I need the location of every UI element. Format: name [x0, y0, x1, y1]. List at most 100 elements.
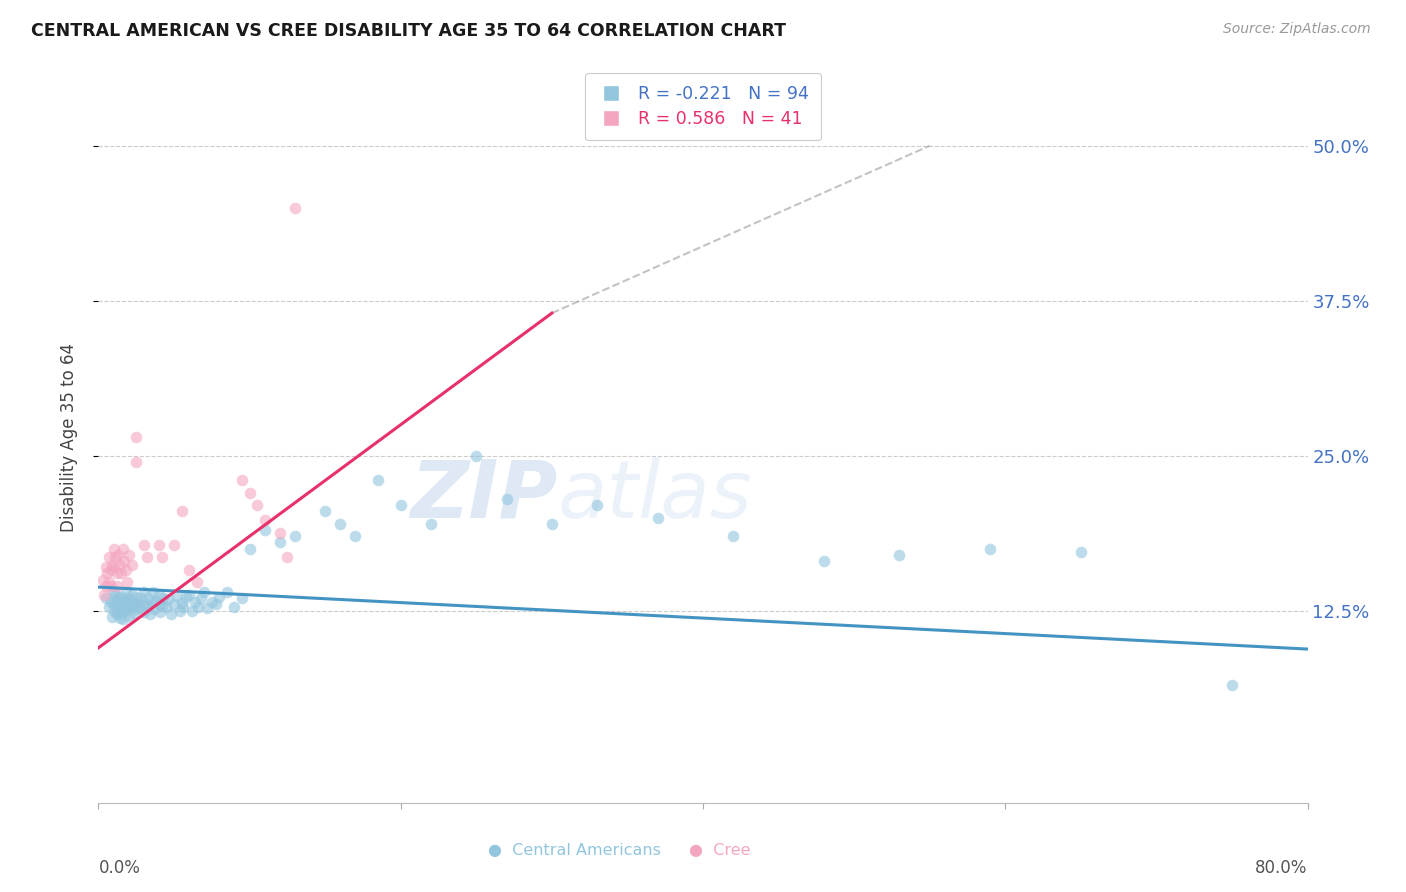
Point: [141, 595, 163, 609]
Point: [276, 550, 298, 565]
Point: [108, 598, 131, 612]
Point: [114, 585, 136, 599]
Point: [105, 566, 128, 581]
Point: [172, 599, 194, 614]
Text: atlas: atlas: [558, 457, 752, 534]
Point: [160, 607, 183, 622]
Point: [284, 201, 307, 215]
Point: [121, 588, 143, 602]
Point: [129, 591, 152, 606]
Point: [135, 599, 157, 614]
Point: [184, 595, 207, 609]
Point: [115, 591, 138, 606]
Point: [174, 590, 197, 604]
Point: [186, 575, 208, 590]
Point: [103, 585, 125, 599]
Point: [96, 566, 118, 581]
Point: [105, 593, 128, 607]
Point: [115, 575, 138, 590]
Point: [94, 560, 117, 574]
Point: [120, 592, 142, 607]
Point: [813, 554, 835, 568]
Point: [979, 541, 1001, 556]
Point: [110, 599, 132, 614]
Point: [98, 599, 121, 614]
Point: [170, 504, 193, 518]
Point: [98, 550, 121, 565]
Point: [127, 595, 149, 609]
Point: [239, 541, 262, 556]
Point: [114, 595, 136, 609]
Point: [208, 590, 231, 604]
Point: [420, 516, 443, 531]
Point: [389, 498, 412, 512]
Point: [118, 599, 141, 614]
Point: [94, 579, 117, 593]
Point: [723, 529, 745, 543]
Point: [540, 516, 562, 531]
Point: [101, 558, 124, 572]
Point: [269, 535, 291, 549]
Point: [105, 579, 128, 593]
Point: [118, 608, 141, 623]
Point: [246, 498, 269, 512]
Point: [163, 598, 186, 612]
Point: [91, 573, 114, 587]
Point: [181, 604, 204, 618]
Point: [150, 550, 173, 565]
Point: [110, 566, 132, 581]
Point: [94, 591, 117, 606]
Point: [284, 529, 307, 543]
Point: [110, 605, 132, 619]
Point: [179, 563, 201, 577]
Point: [107, 548, 129, 562]
Point: [103, 541, 125, 556]
Point: [121, 558, 143, 572]
Point: [148, 538, 170, 552]
Text: CENTRAL AMERICAN VS CREE DISABILITY AGE 35 TO 64 CORRELATION CHART: CENTRAL AMERICAN VS CREE DISABILITY AGE …: [31, 22, 786, 40]
Point: [111, 541, 134, 556]
Point: [190, 591, 212, 606]
Point: [1220, 678, 1243, 692]
Point: [136, 591, 159, 606]
Point: [201, 595, 224, 609]
Text: ZIP: ZIP: [411, 457, 558, 534]
Point: [115, 602, 138, 616]
Point: [98, 575, 121, 590]
Point: [215, 585, 238, 599]
Point: [132, 605, 155, 619]
Point: [125, 590, 148, 604]
Point: [344, 529, 367, 543]
Point: [111, 596, 134, 610]
Point: [586, 498, 609, 512]
Point: [112, 554, 135, 568]
Point: [193, 585, 215, 599]
Point: [1070, 545, 1092, 559]
Point: [103, 598, 125, 612]
Point: [889, 548, 911, 562]
Point: [93, 588, 115, 602]
Point: [195, 601, 218, 615]
Point: [148, 598, 170, 612]
Point: [118, 548, 141, 562]
Point: [103, 604, 125, 618]
Point: [101, 610, 124, 624]
Point: [152, 591, 174, 606]
Point: [465, 449, 488, 463]
Point: [105, 607, 128, 622]
Point: [253, 513, 276, 527]
Point: [132, 538, 155, 552]
Point: [104, 550, 127, 565]
Point: [170, 596, 193, 610]
Point: [125, 455, 148, 469]
Point: [239, 486, 262, 500]
Point: [135, 550, 157, 565]
Y-axis label: Disability Age 35 to 64: Disability Age 35 to 64: [59, 343, 77, 532]
Point: [125, 602, 148, 616]
Point: [231, 474, 253, 488]
Text: 80.0%: 80.0%: [1256, 859, 1308, 877]
Point: [145, 593, 167, 607]
Point: [647, 510, 669, 524]
Point: [148, 588, 170, 602]
Point: [169, 604, 191, 618]
